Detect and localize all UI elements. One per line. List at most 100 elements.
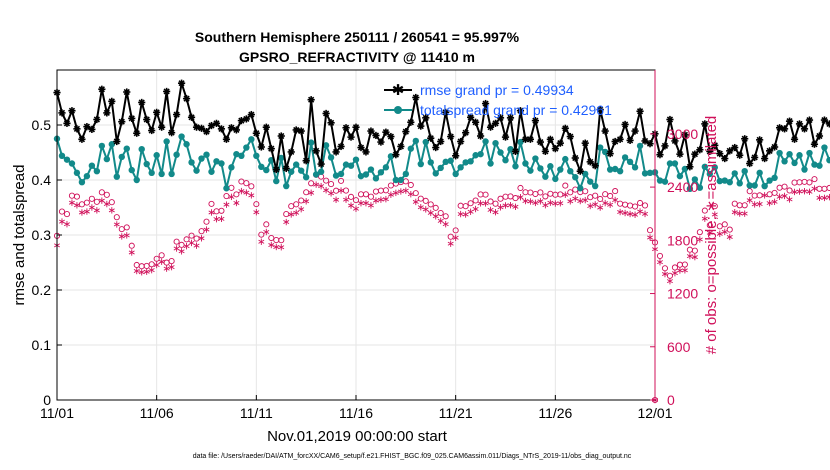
legend-label-rmse: rmse grand pr = 0.49934: [420, 82, 574, 98]
y-tick-label: 0.5: [32, 117, 52, 133]
point-rmse: [661, 142, 669, 150]
point-possible: [437, 209, 444, 217]
point-possible: [367, 193, 375, 200]
point-totalspread: [238, 152, 245, 159]
point-possible: [83, 199, 90, 206]
point-rmse: [671, 137, 679, 145]
point-possible: [58, 208, 66, 215]
point-assimilated: [756, 200, 763, 208]
point-possible: [123, 224, 130, 231]
point-totalspread: [317, 168, 325, 175]
point-assimilated: [726, 233, 733, 241]
point-rmse: [526, 135, 535, 143]
x-tick-label: 11/21: [439, 405, 473, 421]
point-rmse: [805, 116, 814, 124]
point-totalspread: [113, 173, 121, 180]
point-possible: [73, 193, 80, 200]
point-totalspread: [168, 170, 175, 178]
point-possible: [537, 189, 544, 196]
point-rmse: [282, 164, 290, 173]
point-possible: [627, 202, 634, 209]
point-assimilated: [397, 188, 404, 195]
point-possible: [811, 176, 818, 183]
point-possible: [781, 183, 788, 190]
point-assimilated: [686, 252, 693, 260]
point-totalspread: [392, 176, 400, 184]
point-totalspread: [68, 160, 76, 167]
point-totalspread: [233, 150, 240, 158]
point-assimilated: [208, 209, 215, 216]
point-totalspread: [552, 175, 559, 183]
point-totalspread: [437, 164, 444, 172]
x-axis-label: Nov.01,2019 00:00:00 start: [267, 428, 448, 445]
point-assimilated: [128, 249, 135, 256]
point-possible: [288, 203, 295, 210]
x-tick-label: 12/01: [637, 405, 672, 421]
point-possible: [632, 203, 639, 210]
point-rmse: [317, 160, 325, 168]
point-totalspread: [332, 172, 340, 179]
point-totalspread: [288, 168, 295, 175]
point-possible: [198, 228, 205, 235]
point-assimilated: [303, 198, 310, 205]
point-totalspread: [357, 172, 365, 180]
point-rmse: [496, 114, 505, 122]
point-rmse: [78, 135, 86, 143]
point-rmse: [452, 152, 460, 160]
point-totalspread: [327, 154, 335, 161]
point-totalspread: [761, 182, 768, 190]
point-totalspread: [322, 142, 330, 149]
point-assimilated: [427, 209, 434, 217]
point-rmse: [556, 139, 564, 147]
point-assimilated: [706, 229, 713, 236]
point-assimilated: [123, 232, 130, 239]
point-rmse: [437, 137, 445, 146]
point-possible: [487, 198, 494, 205]
point-assimilated: [527, 198, 534, 205]
point-assimilated: [88, 204, 95, 211]
point-rmse: [212, 119, 221, 127]
point-possible: [88, 195, 95, 202]
point-rmse: [422, 114, 430, 122]
point-totalspread: [522, 160, 529, 167]
point-totalspread: [402, 170, 410, 178]
point-totalspread: [228, 164, 235, 171]
point-totalspread: [248, 136, 255, 143]
point-possible: [617, 200, 624, 207]
point-totalspread: [103, 155, 111, 163]
point-rmse: [516, 107, 525, 115]
point-totalspread: [726, 179, 733, 186]
point-totalspread: [806, 149, 813, 157]
point-totalspread: [736, 180, 743, 187]
point-totalspread: [731, 170, 738, 177]
point-assimilated: [228, 193, 235, 201]
point-possible: [148, 261, 155, 268]
point-rmse: [68, 107, 76, 115]
point-assimilated: [477, 200, 484, 207]
point-assimilated: [362, 199, 369, 207]
point-assimilated: [442, 220, 449, 228]
legend-marker-rmse: ✱: [392, 81, 405, 99]
point-assimilated: [766, 199, 773, 207]
series-assimilated: [54, 181, 830, 285]
point-rmse: [442, 108, 450, 116]
point-assimilated: [288, 211, 295, 218]
point-rmse: [576, 167, 584, 175]
point-rmse: [148, 126, 156, 135]
point-totalspread: [218, 160, 225, 167]
point-rmse: [302, 157, 310, 165]
point-possible: [143, 262, 150, 270]
point-totalspread: [532, 155, 539, 162]
point-rmse: [447, 132, 455, 141]
point-totalspread: [83, 172, 91, 180]
point-assimilated: [627, 210, 634, 218]
point-possible: [716, 223, 723, 230]
point-assimilated: [98, 197, 105, 204]
point-possible: [337, 177, 345, 184]
point-assimilated: [647, 234, 654, 241]
point-rmse: [586, 158, 594, 166]
point-totalspread: [821, 144, 828, 151]
point-totalspread: [193, 167, 200, 174]
point-assimilated: [517, 194, 524, 201]
point-rmse: [222, 135, 231, 143]
